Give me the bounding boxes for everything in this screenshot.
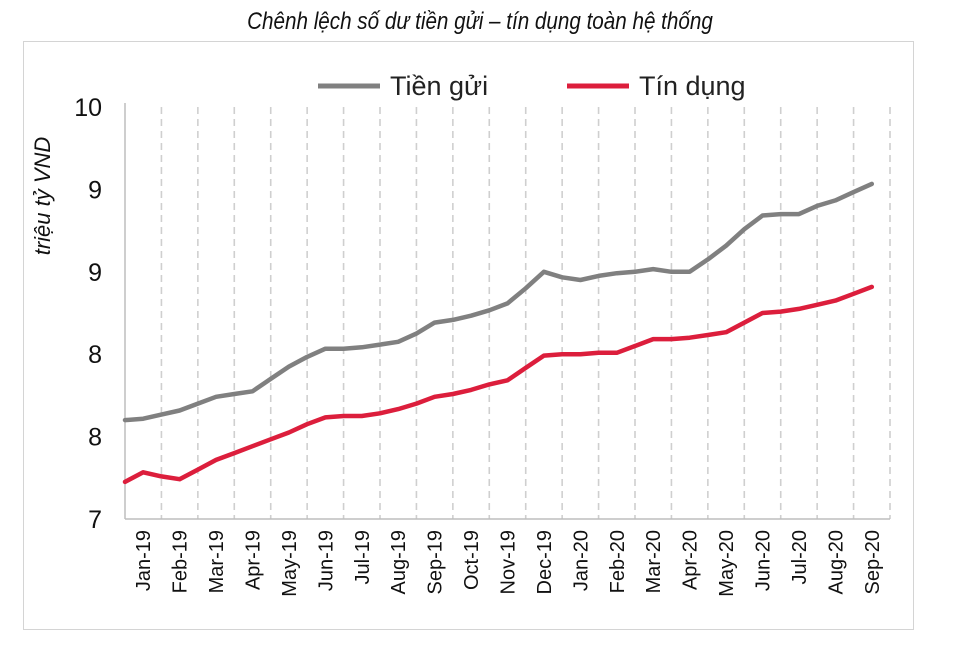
x-tick-label: Jan-20 (570, 530, 592, 591)
x-tick-label: Mar-19 (206, 530, 228, 593)
x-tick-label: Jun-20 (753, 530, 775, 591)
legend: Tiền gửi Tín dụng (318, 71, 746, 101)
x-tick-label: Nov-19 (498, 530, 520, 594)
x-tick-label: Apr-20 (680, 530, 702, 590)
x-tick-label: Jan-19 (133, 530, 155, 591)
x-tick-label: Sep-20 (862, 530, 884, 595)
x-tick-labels: Jan-19 Feb-19 Mar-19 Apr-19 May-19 Jun-19 Jul-… (133, 530, 884, 597)
y-tick-labels: 7 8 8 9 9 10 (74, 94, 102, 534)
axes (124, 103, 890, 520)
chart-frame (23, 41, 914, 630)
x-tick-label: Feb-19 (170, 530, 192, 593)
x-tick-label: Jul-20 (789, 530, 811, 584)
y-tick-label: 9 (88, 176, 102, 204)
x-tick-label: Feb-20 (607, 530, 629, 593)
y-tick-label: 9 (88, 259, 102, 287)
x-tick-label: Apr-19 (243, 530, 265, 590)
x-tick-label: Aug-19 (388, 530, 410, 595)
x-tick-label: May-19 (279, 530, 301, 597)
y-axis-label: triệu tỷ VND (30, 137, 55, 256)
legend-label: Tín dụng (639, 71, 746, 101)
series-line (122, 181, 875, 423)
x-tick-label: Sep-19 (425, 530, 447, 595)
y-tick-label: 10 (74, 94, 102, 122)
chart-title: Chênh lệch số dư tiền gửi – tín dụng toà… (247, 8, 713, 35)
y-tick-label: 8 (88, 424, 102, 452)
legend-label: Tiền gửi (390, 71, 488, 101)
series-lines (122, 181, 875, 485)
series-line (122, 284, 875, 485)
x-tick-label: Dec-19 (534, 530, 556, 594)
y-tick-label: 8 (88, 341, 102, 369)
x-tick-label: Jul-19 (352, 530, 374, 584)
x-tick-label: Jun-19 (315, 530, 337, 591)
x-tick-label: Mar-20 (643, 530, 665, 593)
x-tick-label: Aug-20 (825, 530, 847, 595)
x-tick-label: Oct-19 (461, 530, 483, 590)
y-tick-label: 7 (88, 506, 102, 534)
x-tick-label: May-20 (716, 530, 738, 597)
